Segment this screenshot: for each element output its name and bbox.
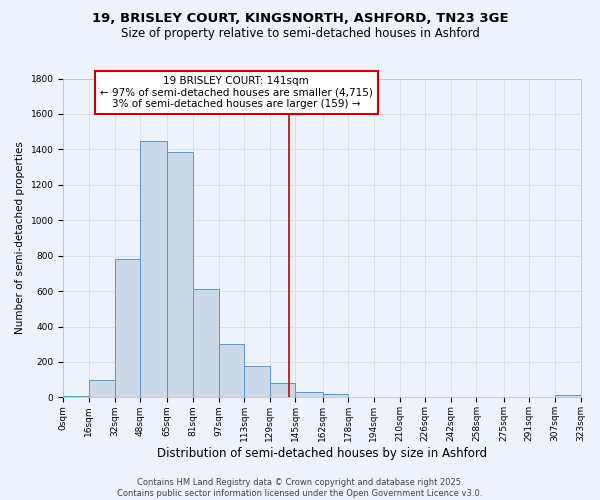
Bar — [295, 392, 323, 398]
Text: 19, BRISLEY COURT, KINGSNORTH, ASHFORD, TN23 3GE: 19, BRISLEY COURT, KINGSNORTH, ASHFORD, … — [92, 12, 508, 26]
Bar — [89, 380, 115, 398]
Bar — [218, 344, 244, 398]
Bar — [115, 259, 140, 398]
Bar — [244, 366, 270, 398]
Bar — [270, 384, 295, 398]
Text: 19 BRISLEY COURT: 141sqm
← 97% of semi-detached houses are smaller (4,715)
3% of: 19 BRISLEY COURT: 141sqm ← 97% of semi-d… — [100, 76, 373, 110]
Bar — [63, 396, 89, 398]
Bar — [555, 395, 581, 398]
Bar — [193, 290, 218, 398]
Bar — [323, 394, 349, 398]
Text: Size of property relative to semi-detached houses in Ashford: Size of property relative to semi-detach… — [121, 28, 479, 40]
Bar — [167, 152, 193, 398]
X-axis label: Distribution of semi-detached houses by size in Ashford: Distribution of semi-detached houses by … — [157, 447, 487, 460]
Text: Contains HM Land Registry data © Crown copyright and database right 2025.
Contai: Contains HM Land Registry data © Crown c… — [118, 478, 482, 498]
Bar — [140, 140, 167, 398]
Y-axis label: Number of semi-detached properties: Number of semi-detached properties — [15, 142, 25, 334]
